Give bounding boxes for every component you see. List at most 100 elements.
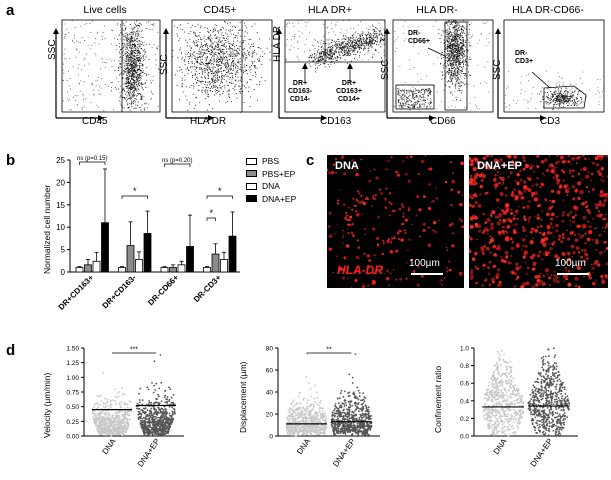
fluorescent-cell bbox=[524, 249, 526, 251]
fluorescent-cell bbox=[592, 271, 595, 273]
fluorescent-cell bbox=[540, 160, 545, 164]
fluorescent-cell bbox=[363, 252, 366, 255]
fluorescent-cell bbox=[492, 244, 497, 249]
annot-dr-cd3: DR- CD3+ bbox=[515, 50, 534, 65]
confinement-ylabel: Confinement ratio bbox=[433, 365, 443, 433]
fluorescent-cell bbox=[588, 225, 592, 229]
fluorescent-cell bbox=[555, 174, 559, 178]
fluorescent-cell bbox=[495, 198, 500, 202]
fluorescent-cell bbox=[391, 237, 394, 240]
fluorescent-cell bbox=[423, 195, 426, 198]
fluorescent-cell bbox=[588, 276, 593, 280]
fluorescent-cell bbox=[488, 220, 491, 222]
fluorescent-cell bbox=[481, 179, 484, 182]
fluorescent-cell bbox=[469, 163, 472, 166]
fluorescent-cell bbox=[461, 225, 464, 229]
fluorescent-cell bbox=[474, 251, 478, 255]
fluorescent-cell bbox=[580, 156, 582, 158]
fluorescent-cell bbox=[574, 276, 579, 281]
fluorescent-cell bbox=[486, 228, 490, 232]
stain-label-hladr: HLA-DR bbox=[337, 263, 383, 277]
fluorescent-cell bbox=[507, 175, 510, 178]
fluorescent-cell bbox=[405, 156, 409, 159]
fluorescent-cell bbox=[511, 159, 514, 162]
fluorescent-cell bbox=[328, 234, 333, 238]
fluorescent-cell bbox=[546, 212, 550, 217]
fluorescent-cell bbox=[378, 188, 381, 191]
scatter-y-tick-label: 0.0 bbox=[460, 434, 469, 441]
fluorescent-cell bbox=[473, 175, 478, 180]
fluorescent-cell bbox=[605, 213, 607, 216]
flow-plot-frame bbox=[171, 19, 273, 113]
fluorescent-cell bbox=[345, 214, 348, 217]
fluorescent-cell bbox=[522, 238, 526, 242]
fluorescent-cell bbox=[540, 218, 543, 221]
fluorescent-cell bbox=[605, 247, 608, 250]
fluorescent-cell bbox=[506, 207, 510, 211]
fluorescent-cell bbox=[545, 168, 550, 173]
fluorescent-cell bbox=[524, 261, 527, 264]
fluorescent-cell bbox=[515, 262, 519, 266]
fluorescent-cell bbox=[348, 218, 351, 222]
fluorescent-cell bbox=[489, 155, 494, 158]
bar-y-tick-label: 25 bbox=[56, 156, 65, 165]
fluorescent-cell bbox=[538, 282, 542, 286]
fluorescent-cell bbox=[567, 237, 571, 241]
fluorescent-cell bbox=[517, 190, 521, 194]
flow-y-arrowhead bbox=[53, 28, 59, 34]
fluorescent-cell bbox=[576, 156, 581, 160]
fluorescent-cell bbox=[585, 205, 588, 209]
flow-dots-1-bg bbox=[62, 20, 161, 113]
fluorescent-cell bbox=[567, 282, 572, 287]
fluorescent-cell bbox=[550, 189, 555, 193]
significance-label: ns (p=0.15) bbox=[77, 156, 108, 162]
fluorescent-cell bbox=[340, 155, 345, 159]
fluorescent-cell bbox=[523, 180, 527, 184]
fluorescent-cell bbox=[385, 187, 388, 190]
fluorescent-cell bbox=[497, 230, 502, 235]
fluorescent-cell bbox=[502, 181, 505, 184]
fluorescent-cell bbox=[595, 240, 599, 245]
fluorescent-cell bbox=[494, 174, 497, 177]
fluorescent-cell bbox=[551, 227, 553, 229]
fluorescent-cell bbox=[355, 255, 359, 259]
fluorescent-cell bbox=[539, 186, 542, 189]
fluorescent-cell bbox=[382, 242, 385, 245]
panel-label-c: c bbox=[306, 152, 315, 169]
fluorescent-cell bbox=[550, 217, 553, 221]
scatter-y-tick-label: 0.50 bbox=[66, 404, 79, 411]
fluorescent-cell bbox=[603, 230, 606, 233]
fluorescent-cell bbox=[469, 237, 473, 241]
displacement-ylabel: Displacement (µm) bbox=[238, 361, 248, 434]
fluorescent-cell bbox=[342, 229, 344, 232]
fluorescent-cell bbox=[574, 206, 579, 211]
fluorescent-cell bbox=[439, 281, 441, 283]
fluorescent-cell bbox=[542, 172, 545, 175]
fluorescent-cell bbox=[488, 248, 490, 251]
fluorescent-cell bbox=[354, 169, 357, 171]
fluorescent-cell bbox=[424, 155, 427, 157]
fluorescent-cell bbox=[550, 212, 555, 217]
fluorescent-cell bbox=[489, 225, 494, 230]
fluorescent-cell bbox=[546, 273, 548, 275]
fluorescent-cell bbox=[516, 277, 519, 280]
scatter-category-label: DNA bbox=[101, 436, 118, 456]
fluorescent-cell bbox=[501, 226, 504, 229]
fluorescent-cell bbox=[603, 250, 606, 253]
fluorescent-cell bbox=[545, 268, 549, 273]
fluorescent-cell bbox=[534, 191, 539, 196]
fluorescent-cell bbox=[349, 215, 352, 218]
fluorescent-cell bbox=[388, 284, 390, 287]
fluorescent-cell bbox=[600, 274, 604, 279]
scatter-category-label: DNA+EP bbox=[136, 437, 162, 469]
fluorescent-cell bbox=[429, 167, 433, 171]
fluorescent-cell bbox=[372, 197, 376, 201]
fluorescent-cell bbox=[499, 219, 502, 222]
fluorescent-cell bbox=[569, 219, 572, 222]
fluorescent-cell bbox=[535, 283, 539, 287]
fluorescent-cell bbox=[387, 168, 389, 171]
fluorescent-cell bbox=[598, 210, 600, 213]
fluorescent-cell bbox=[351, 159, 355, 162]
fluorescent-cell bbox=[600, 167, 604, 171]
